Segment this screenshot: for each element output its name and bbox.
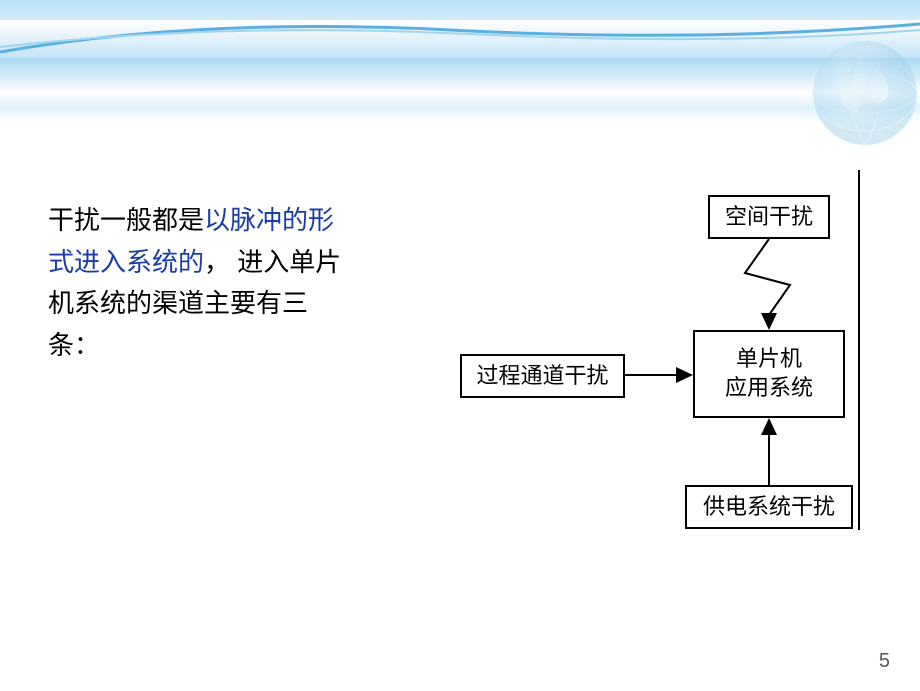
body-text: 干扰一般都是以脉冲的形式进入系统的， 进入单片机系统的渠道主要有三条：	[48, 200, 348, 366]
paragraph: 干扰一般都是以脉冲的形式进入系统的， 进入单片机系统的渠道主要有三条：	[48, 200, 348, 366]
header-background	[0, 0, 920, 130]
arrow-zigzag	[460, 195, 860, 545]
page-number: 5	[879, 650, 890, 673]
globe-graphic	[780, 38, 920, 148]
text-pre: 干扰一般都是	[48, 205, 204, 235]
flowchart: 空间干扰 单片机 应用系统 过程通道干扰 供电系统干扰	[460, 195, 860, 545]
